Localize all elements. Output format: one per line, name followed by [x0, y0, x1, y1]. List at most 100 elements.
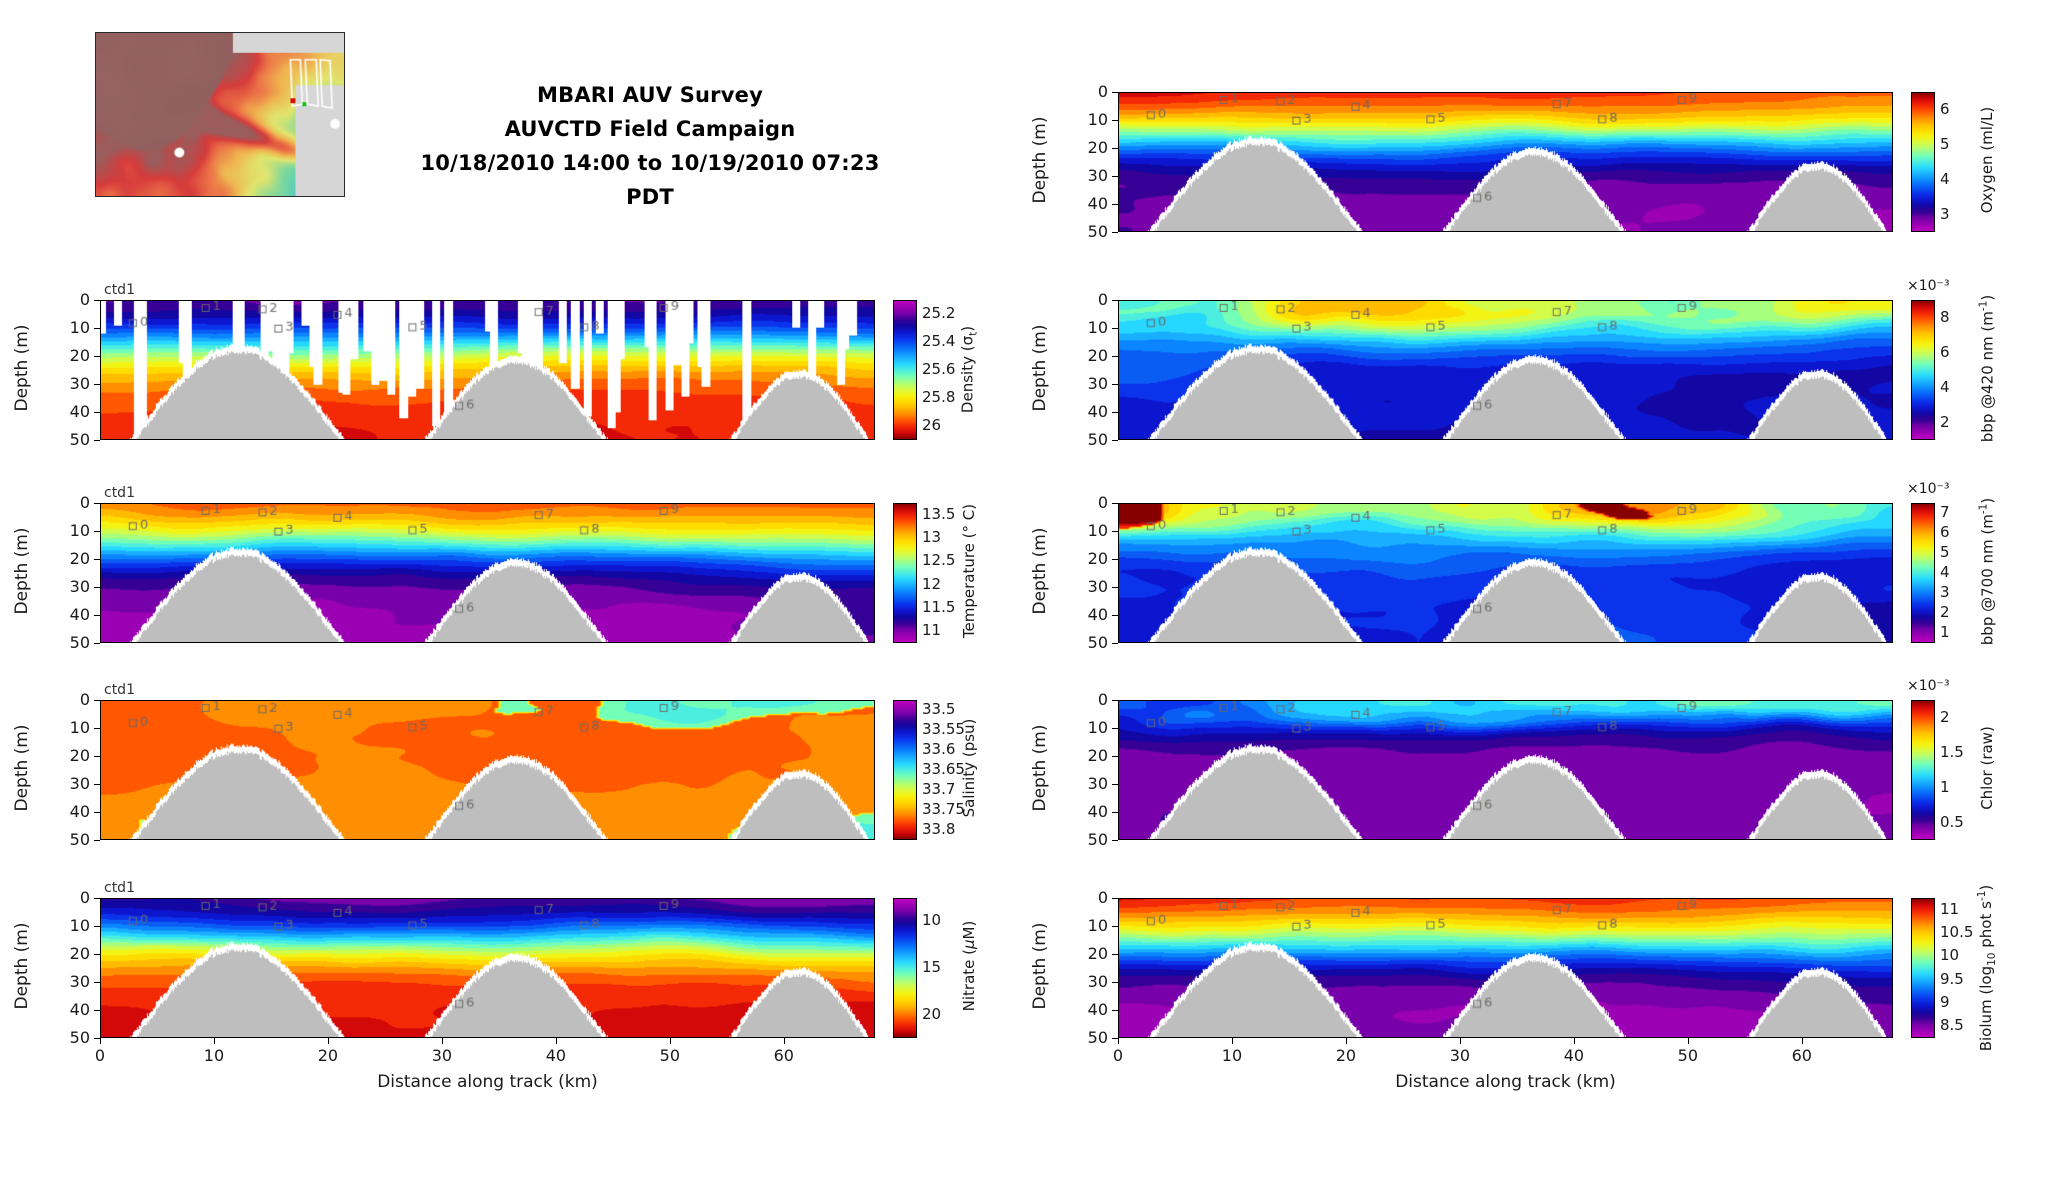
colorbar-tick-bbp420-0: 8: [1940, 307, 1950, 326]
ytickmark-bbp700-50: [1112, 643, 1118, 644]
ylabel-oxygen: Depth (m): [1030, 116, 1050, 204]
colorbar-tick-temperature-3: 12: [922, 574, 942, 593]
ylabel-nitrate: Depth (m): [12, 922, 32, 1010]
ctd-tag-temperature: ctd1: [104, 485, 135, 501]
colorbar-tick-temperature-5: 11: [922, 621, 942, 640]
heatmap-canvas-temperature: [101, 504, 874, 642]
xtickmark-nitrate-0: [100, 1038, 101, 1044]
ytickmark-density-50: [94, 440, 100, 441]
title-line-3: 10/18/2010 14:00 to 10/19/2010 07:23 PDT: [420, 151, 880, 210]
ytick-biolum-40: 40: [1087, 1000, 1108, 1019]
ytick-bbp700-10: 10: [1087, 521, 1108, 540]
xtickmark-biolum-30: [1459, 1038, 1461, 1044]
colorbar-salinity: [893, 700, 917, 840]
xtick-nitrate-0: 0: [94, 1046, 106, 1065]
colorbar-tick-density-3: 25.8: [922, 388, 956, 406]
ytick-temperature-20: 20: [69, 549, 90, 568]
ytick-density-40: 40: [69, 402, 90, 421]
xtick-biolum-40: 40: [1563, 1046, 1585, 1065]
ytickmark-biolum-20: [1112, 954, 1118, 955]
ytickmark-salinity-0: [94, 700, 100, 701]
colorbar-tick-chlor-3: 0.5: [1940, 812, 1964, 831]
ctd-tag-density: ctd1: [104, 282, 135, 298]
heatmap-canvas-oxygen: [1119, 93, 1892, 231]
ytick-bbp700-30: 30: [1087, 577, 1108, 596]
ytick-bbp420-0: 0: [1097, 290, 1108, 309]
colorbar-gradient-bbp420: [1912, 301, 1934, 439]
ytick-bbp700-50: 50: [1087, 633, 1108, 652]
ytickmark-salinity-20: [94, 756, 100, 757]
colorbar-gradient-density: [894, 301, 916, 439]
bathymetry-map-inset: [95, 32, 345, 197]
colorbar-tick-temperature-0: 13.5: [922, 504, 956, 523]
ytick-salinity-20: 20: [69, 746, 90, 765]
xtick-biolum-50: 50: [1677, 1046, 1699, 1065]
ytickmark-nitrate-0: [94, 898, 100, 899]
ytickmark-biolum-50: [1112, 1038, 1118, 1039]
colorbar-title-temperature: Temperature (° C): [960, 503, 978, 639]
xtickmark-biolum-20: [1345, 1038, 1347, 1044]
ytickmark-oxygen-20: [1112, 148, 1118, 149]
xtick-nitrate-30: 30: [431, 1046, 453, 1065]
ytick-chlor-0: 0: [1097, 690, 1108, 709]
colorbar-tick-salinity-3: 33.65: [922, 760, 965, 778]
ytickmark-bbp420-0: [1112, 300, 1118, 301]
colorbar-tick-salinity-4: 33.7: [922, 780, 956, 798]
ytick-nitrate-40: 40: [69, 1000, 90, 1019]
colorbar-gradient-temperature: [894, 504, 916, 642]
colorbar-tick-salinity-0: 33.5: [922, 700, 956, 718]
ytickmark-temperature-10: [94, 531, 100, 532]
ytick-bbp420-30: 30: [1087, 374, 1108, 393]
colorbar-tick-nitrate-2: 20: [922, 1004, 942, 1023]
colorbar-tick-oxygen-0: 6: [1940, 99, 1950, 118]
plot-oxygen: [1118, 92, 1893, 232]
colorbar-tick-oxygen-2: 4: [1940, 169, 1950, 188]
colorbar-title-oxygen: Oxygen (ml/L): [1978, 106, 1996, 214]
xtick-biolum-60: 60: [1791, 1046, 1812, 1065]
colorbar-tick-chlor-1: 1.5: [1940, 742, 1964, 761]
ytick-temperature-50: 50: [69, 633, 90, 652]
ytickmark-nitrate-40: [94, 1010, 100, 1011]
ytickmark-oxygen-0: [1112, 92, 1118, 93]
ytick-biolum-10: 10: [1087, 916, 1108, 935]
colorbar-tick-density-4: 26: [922, 416, 942, 434]
colorbar-bbp420: [1911, 300, 1935, 440]
colorbar-nitrate: [893, 898, 917, 1038]
xtick-biolum-30: 30: [1449, 1046, 1471, 1065]
colorbar-tick-bbp420-2: 4: [1940, 377, 1950, 396]
colorbar-tick-nitrate-1: 15: [922, 958, 942, 976]
xtickmark-nitrate-20: [327, 1038, 329, 1044]
ylabel-temperature: Depth (m): [12, 527, 32, 615]
colorbar-title-chlor: Chlor (raw): [1978, 726, 1996, 810]
ytick-bbp420-10: 10: [1087, 318, 1108, 337]
xlabel-biolum: Distance along track (km): [1395, 1072, 1616, 1092]
ytick-nitrate-20: 20: [69, 944, 90, 963]
plot-biolum: [1118, 898, 1893, 1038]
heatmap-canvas-bbp700: [1119, 504, 1892, 642]
ytick-oxygen-10: 10: [1087, 110, 1108, 129]
plot-bbp420: [1118, 300, 1893, 440]
ytickmark-chlor-0: [1112, 700, 1118, 701]
ytick-bbp420-40: 40: [1087, 402, 1108, 421]
xtick-nitrate-10: 10: [203, 1046, 225, 1065]
colorbar-tick-biolum-5: 8.5: [1940, 1016, 1964, 1035]
xtickmark-nitrate-60: [783, 1038, 785, 1044]
ylabel-bbp420: Depth (m): [1030, 324, 1050, 412]
heatmap-canvas-biolum: [1119, 899, 1892, 1037]
ytickmark-oxygen-40: [1112, 204, 1118, 205]
ytick-bbp700-40: 40: [1087, 605, 1108, 624]
colorbar-tick-biolum-0: 11: [1940, 899, 1960, 918]
ytick-bbp700-20: 20: [1087, 549, 1108, 568]
ytickmark-bbp700-30: [1112, 587, 1118, 588]
ytick-oxygen-20: 20: [1087, 138, 1108, 157]
colorbar-tick-temperature-4: 11.5: [922, 598, 956, 616]
xtickmark-biolum-10: [1231, 1038, 1233, 1044]
colorbar-tick-salinity-5: 33.75: [922, 800, 965, 818]
ytick-chlor-50: 50: [1087, 830, 1108, 849]
heatmap-canvas-chlor: [1119, 701, 1892, 839]
ytickmark-chlor-20: [1112, 756, 1118, 757]
ytickmark-chlor-40: [1112, 812, 1118, 813]
colorbar-tick-bbp700-2: 5: [1940, 543, 1950, 561]
xtick-nitrate-20: 20: [317, 1046, 339, 1065]
xtick-biolum-0: 0: [1112, 1046, 1124, 1065]
